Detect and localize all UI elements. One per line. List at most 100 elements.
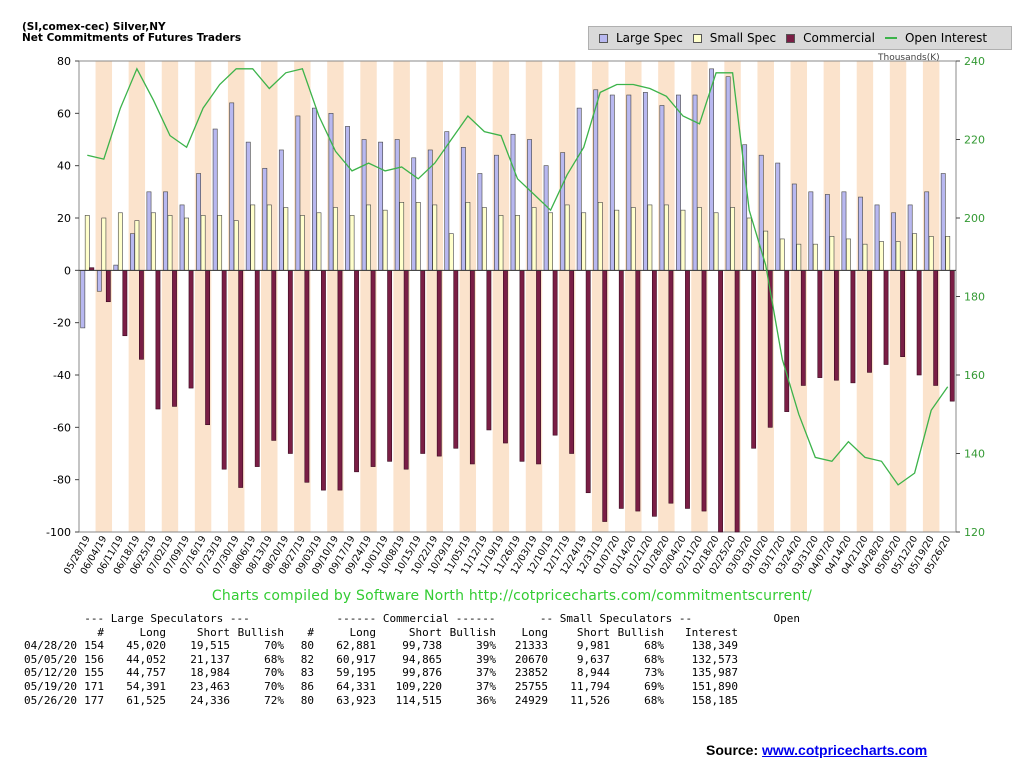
units-label: Thousands(K) [878, 53, 940, 63]
bar-large-spec [775, 162, 781, 271]
table-cell: 99,876 [402, 666, 442, 680]
legend-swatch-commercial [786, 33, 796, 43]
bar-large-spec [80, 270, 86, 329]
table-cell: 68% [644, 693, 664, 707]
table-cell: 94,865 [402, 652, 442, 666]
bar-large-spec [593, 89, 599, 271]
bar-large-spec [659, 105, 665, 271]
bar-large-spec [940, 173, 946, 271]
table-cell: 135,987 [691, 666, 738, 680]
bar-large-spec [676, 94, 681, 271]
bar-large-spec [510, 133, 516, 271]
bar-small-spec [895, 241, 901, 271]
y-tick-label: -40 [53, 369, 71, 382]
column-band [922, 61, 940, 532]
table-cell: 171 [84, 679, 104, 693]
bar-small-spec [945, 236, 951, 271]
bar-small-spec [498, 215, 504, 271]
table-cell: 68% [264, 652, 284, 666]
y2-tick-label: 240 [964, 55, 985, 68]
table-row-date: 05/19/20 [24, 679, 77, 693]
legend-swatch-large-spec [599, 33, 608, 43]
bar-small-spec [316, 212, 322, 271]
bar-commercial [536, 270, 541, 465]
bar-large-spec [560, 152, 566, 271]
table-cell: 70% [264, 679, 284, 693]
bar-commercial [668, 270, 674, 504]
y2-tick-label: 200 [964, 212, 985, 225]
column-band [856, 61, 874, 532]
table-cell: 20670 [514, 652, 548, 666]
column-band [161, 61, 179, 532]
table-cell: 82 [300, 652, 314, 666]
table-cell: 45,020 [126, 639, 166, 653]
table-cell: 114,515 [395, 693, 442, 707]
bar-commercial [370, 270, 376, 467]
table-cell: 54,391 [126, 679, 166, 693]
table-cell: 25755 [514, 679, 548, 693]
bar-small-spec [333, 207, 338, 271]
table-cell: 61,525 [126, 693, 166, 707]
bar-small-spec [564, 204, 570, 271]
y-tick-label: 80 [57, 55, 71, 68]
bar-large-spec [494, 154, 499, 271]
table-col-header: Bullish [237, 625, 284, 639]
bar-large-spec [543, 165, 549, 271]
source-link[interactable]: www.cotpricecharts.com [762, 742, 928, 758]
table-cell: 36% [476, 693, 496, 707]
bar-large-spec [196, 173, 202, 271]
legend-label-small-spec: Small Spec [709, 31, 777, 45]
y-tick-label: 20 [57, 212, 71, 225]
table-cell: 151,890 [691, 679, 738, 693]
bar-small-spec [415, 202, 421, 271]
y-tick-label: 40 [57, 160, 71, 173]
table-cell: 73% [644, 666, 664, 680]
table-row: 05/12/20 155 44,757 18,984 70% 83 59,195 99,876… [24, 666, 800, 680]
column-band [145, 61, 162, 532]
bar-small-spec [862, 243, 868, 271]
table-cell: 63,923 [336, 693, 376, 707]
bar-commercial [519, 270, 525, 462]
bar-commercial [321, 270, 326, 491]
bar-large-spec [576, 107, 582, 271]
table-cell: 70% [264, 639, 284, 653]
legend-item-commercial: Commercial [786, 31, 875, 45]
column-band [807, 61, 824, 532]
table-cell: 132,573 [691, 652, 738, 666]
column-band [790, 61, 808, 532]
bar-large-spec [891, 212, 896, 271]
bar-commercial [685, 270, 690, 509]
bar-small-spec [829, 236, 835, 271]
column-band [95, 61, 113, 532]
table-row-date: 05/12/20 [24, 666, 77, 680]
legend-label-open-interest: Open Interest [904, 31, 988, 45]
table-cell: 158,185 [691, 693, 738, 707]
bar-large-spec [874, 204, 880, 271]
bar-small-spec [846, 238, 851, 271]
bar-large-spec [824, 194, 830, 271]
bar-large-spec [245, 141, 251, 271]
bar-commercial [949, 270, 955, 402]
table-cell: 99,738 [402, 639, 442, 653]
y-tick-label: -100 [46, 526, 71, 539]
bar-commercial [916, 270, 922, 376]
bar-commercial [850, 270, 856, 384]
bar-small-spec [664, 204, 669, 271]
bar-commercial [751, 270, 757, 449]
bar-commercial [900, 270, 905, 357]
bar-commercial [635, 270, 641, 512]
table-cell: 24,336 [190, 693, 230, 707]
table-cell: 154 [84, 639, 104, 653]
table-group-header: Open [773, 612, 801, 625]
table-cell: 11,794 [570, 679, 610, 693]
y-tick-label: 60 [57, 107, 71, 120]
table-cell: 11,526 [570, 693, 610, 707]
table-col-header: Long [349, 625, 377, 639]
bar-large-spec [229, 102, 235, 271]
table-cell: 21,137 [190, 652, 230, 666]
cot-chart: 806040200-20-40-60-80-100240220200180160… [46, 55, 985, 576]
bar-commercial [337, 270, 343, 491]
title-line-2: Net Commitments of Futures Traders [22, 32, 242, 44]
bar-small-spec [151, 212, 156, 271]
legend: Large Spec Small Spec Commercial Open In… [588, 26, 1012, 50]
